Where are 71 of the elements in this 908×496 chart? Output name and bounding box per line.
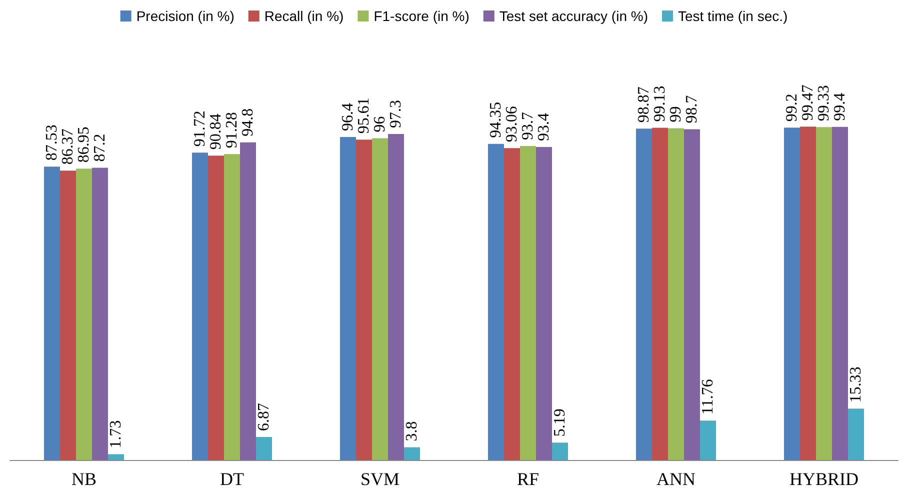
bar: [684, 129, 700, 460]
x-tick-label: NB: [71, 469, 97, 489]
data-label: 86.95: [76, 126, 92, 163]
bar: [404, 447, 420, 460]
bar: [240, 142, 256, 460]
bar: [784, 128, 800, 460]
data-label: 94.35: [488, 102, 504, 138]
data-label: 93.4: [536, 113, 552, 142]
data-label: 90.84: [208, 114, 224, 150]
bar: [356, 140, 372, 460]
bar: [372, 138, 388, 460]
x-tick-label: DT: [220, 469, 244, 489]
bar: [192, 152, 208, 460]
bar: [340, 136, 356, 460]
legend-label: Test time (in sec.): [678, 8, 788, 24]
data-label: 99: [668, 106, 684, 122]
x-tick-label: HYBRID: [789, 469, 859, 489]
bar: [800, 126, 816, 460]
bar: [256, 436, 272, 460]
data-label: 86.37: [60, 128, 76, 165]
data-label: 99.33: [816, 85, 832, 122]
data-label: 93.06: [504, 106, 520, 142]
bar: [652, 128, 668, 460]
x-tick-label: ANN: [656, 469, 696, 489]
bar: [224, 154, 240, 460]
data-label: 1.73: [108, 420, 124, 448]
data-label: 11.76: [700, 379, 716, 415]
data-label: 15.33: [848, 366, 864, 403]
bar: [388, 134, 404, 460]
bar: [552, 442, 568, 460]
x-tick-label: RF: [516, 469, 540, 489]
bar: [488, 144, 504, 460]
x-tick-label: SVM: [360, 469, 400, 489]
data-label: 99.47: [800, 84, 816, 121]
data-label: 98.87: [636, 86, 652, 123]
data-label: 95.61: [356, 98, 372, 134]
bar: [44, 166, 60, 460]
data-label: 97.3: [388, 100, 404, 128]
data-label: 87.53: [44, 124, 60, 161]
data-label: 98.7: [684, 95, 700, 124]
bar: [832, 126, 848, 460]
bar: [536, 147, 552, 460]
legend-label: Precision (in %): [136, 8, 234, 24]
data-label: 91.72: [192, 110, 208, 147]
data-label: 6.87: [256, 402, 272, 431]
data-label: 5.19: [552, 408, 568, 437]
data-label: 94.8: [240, 108, 256, 136]
legend-label: F1-score (in %): [374, 8, 470, 24]
data-label: 99.4: [832, 92, 848, 121]
legend-label: Test set accuracy (in %): [499, 8, 648, 24]
data-label: 87.2: [92, 134, 108, 162]
data-label: 91.28: [224, 112, 240, 148]
data-label: 96.4: [340, 102, 356, 131]
bar: [700, 420, 716, 460]
bar: [108, 454, 124, 460]
bar: [60, 170, 76, 460]
bar: [520, 146, 536, 460]
data-label: 3.8: [404, 421, 420, 442]
bar: [848, 408, 864, 460]
bar: [636, 128, 652, 460]
bar: [816, 127, 832, 460]
legend-label: Recall (in %): [264, 8, 344, 24]
data-label: 99.2: [784, 94, 800, 122]
data-label: 93.7: [520, 112, 536, 140]
data-label: 99.13: [652, 86, 668, 122]
data-label: 96: [372, 116, 388, 132]
bar: [92, 168, 108, 460]
bar: [668, 128, 684, 460]
bar: [504, 148, 520, 460]
bar: [76, 168, 92, 460]
bar: [208, 156, 224, 460]
